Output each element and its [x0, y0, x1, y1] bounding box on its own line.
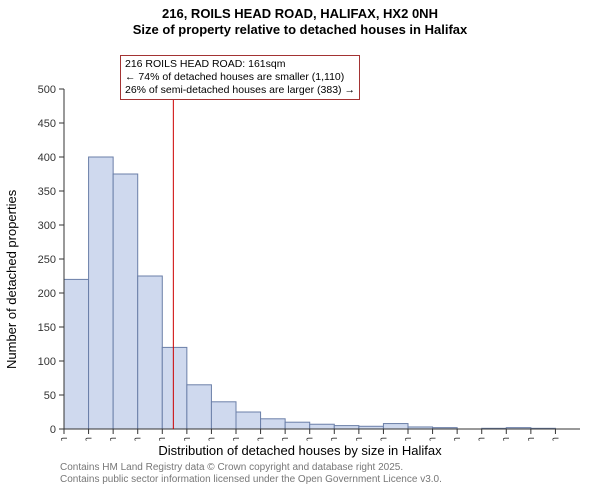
x-tick-label: 646sqm [525, 437, 537, 441]
svg-text:250: 250 [38, 254, 56, 266]
svg-text:350: 350 [38, 186, 56, 198]
svg-text:100: 100 [38, 356, 56, 368]
histogram-bar [236, 412, 261, 429]
histogram-bar [285, 422, 310, 429]
x-tick-label: 113sqm [132, 437, 144, 441]
x-tick-label: 280sqm [254, 437, 266, 441]
chart-title-block: 216, ROILS HEAD ROAD, HALIFAX, HX2 0NH S… [0, 0, 600, 39]
histogram-bar [383, 423, 408, 428]
x-tick-label: 446sqm [377, 437, 389, 441]
x-tick-label: 146sqm [156, 437, 168, 441]
x-tick-label: 313sqm [279, 437, 291, 441]
x-tick-label: 513sqm [426, 437, 438, 441]
x-tick-label: 379sqm [328, 437, 340, 441]
histogram-bar [113, 174, 138, 429]
x-tick-label: 47sqm [82, 437, 94, 441]
x-tick-label: 413sqm [353, 437, 365, 441]
x-tick-label: 579sqm [476, 437, 488, 441]
annotation-line-2: ← 74% of detached houses are smaller (1,… [125, 71, 355, 84]
y-axis-label: Number of detached properties [4, 189, 19, 368]
footer-line-2: Contains public sector information licen… [60, 474, 590, 487]
histogram-bar [89, 157, 114, 429]
histogram-bar [334, 425, 359, 428]
x-tick-label: 546sqm [451, 437, 463, 441]
histogram-bar [162, 347, 187, 429]
histogram-bar [261, 418, 286, 428]
annotation-line-1: 216 ROILS HEAD ROAD: 161sqm [125, 58, 355, 71]
x-axis-label: Distribution of detached houses by size … [0, 443, 600, 458]
chart-title-line1: 216, ROILS HEAD ROAD, HALIFAX, HX2 0NH [0, 6, 600, 22]
x-tick-label: 612sqm [500, 437, 512, 441]
x-tick-label: 180sqm [181, 437, 193, 441]
x-tick-label: 13sqm [58, 437, 70, 441]
annotation-box: 216 ROILS HEAD ROAD: 161sqm ← 74% of det… [120, 55, 360, 100]
annotation-line-3: 26% of semi-detached houses are larger (… [125, 84, 355, 97]
svg-text:500: 500 [38, 84, 56, 96]
footer-line-1: Contains HM Land Registry data © Crown c… [60, 462, 590, 475]
chart-container: Number of detached properties 0 50 100 150 2… [0, 39, 600, 441]
x-tick-label: 679sqm [549, 437, 561, 441]
svg-text:400: 400 [38, 152, 56, 164]
x-tick-label: 346sqm [304, 437, 316, 441]
svg-text:200: 200 [38, 288, 56, 300]
x-tick-label: 80sqm [107, 437, 119, 441]
svg-text:150: 150 [38, 322, 56, 334]
svg-text:50: 50 [44, 390, 56, 402]
histogram-bar [211, 401, 236, 428]
histogram-bar [64, 279, 89, 429]
histogram-bar [310, 424, 335, 429]
histogram-bar [138, 276, 163, 429]
x-tick-label: 479sqm [402, 437, 414, 441]
histogram-bar [187, 384, 212, 428]
footer-attribution: Contains HM Land Registry data © Crown c… [0, 458, 600, 487]
x-tick-label: 213sqm [205, 437, 217, 441]
x-tick-label: 246sqm [230, 437, 242, 441]
svg-text:0: 0 [50, 424, 56, 436]
svg-text:450: 450 [38, 118, 56, 130]
svg-text:300: 300 [38, 220, 56, 232]
chart-title-line2: Size of property relative to detached ho… [0, 22, 600, 38]
